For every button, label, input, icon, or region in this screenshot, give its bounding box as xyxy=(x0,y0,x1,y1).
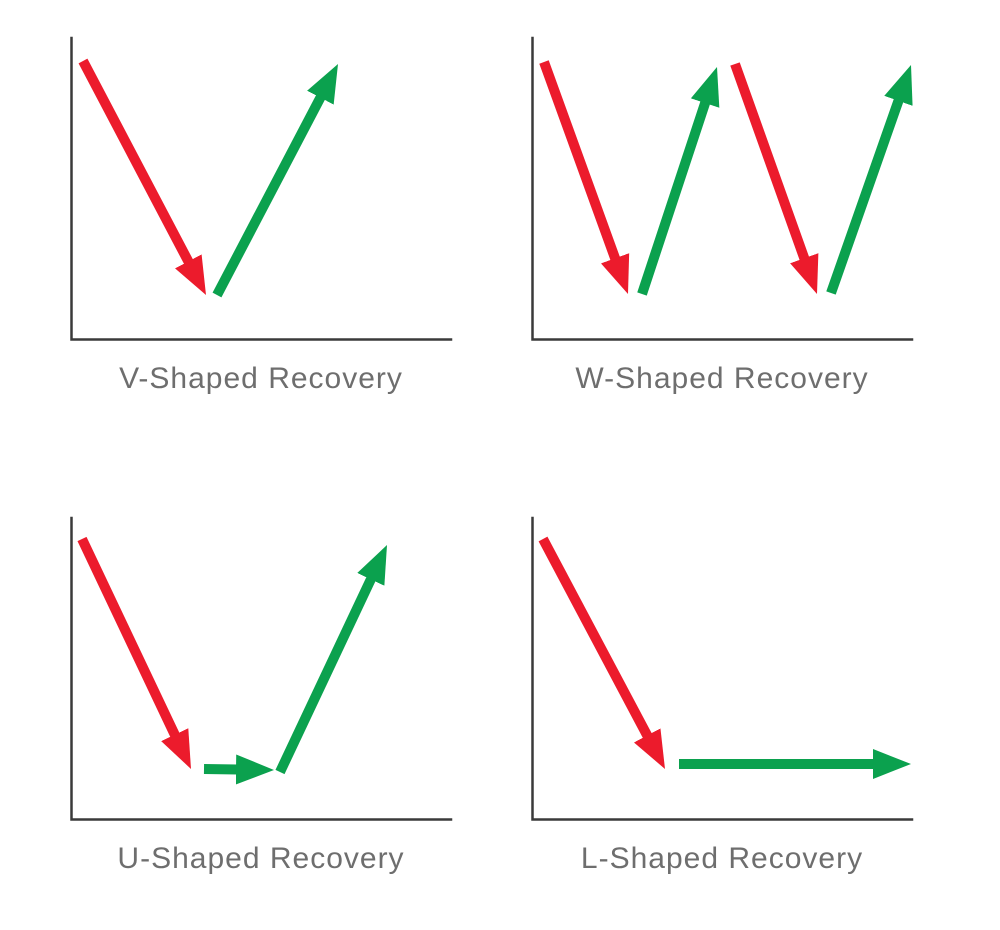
panel-label: W-Shaped Recovery xyxy=(575,362,869,395)
axes xyxy=(531,36,914,341)
decline-arrow xyxy=(538,536,665,769)
v-shaped-plot xyxy=(70,36,453,341)
axes xyxy=(531,516,914,821)
axes xyxy=(70,516,453,821)
panel-label: L-Shaped Recovery xyxy=(580,842,864,875)
axes xyxy=(70,36,453,341)
decline-arrow xyxy=(77,536,191,770)
panel-v-shaped: V-Shaped Recovery xyxy=(70,36,453,396)
recovery-arrow xyxy=(637,67,720,296)
panel-l-shaped: L-Shaped Recovery xyxy=(531,516,914,876)
recovery-arrow xyxy=(212,64,338,298)
recovery-arrow xyxy=(203,754,274,785)
decline-arrow xyxy=(539,60,630,295)
recovery-arrow xyxy=(275,544,387,775)
recovery-arrow xyxy=(826,65,913,295)
decline-arrow xyxy=(730,62,819,294)
decline-arrow xyxy=(78,58,207,295)
l-shaped-plot xyxy=(531,516,914,821)
panel-label: V-Shaped Recovery xyxy=(119,362,403,395)
panel-label: U-Shaped Recovery xyxy=(117,842,405,875)
u-shaped-plot xyxy=(70,516,453,821)
w-shaped-plot xyxy=(531,36,914,341)
panel-w-shaped: W-Shaped Recovery xyxy=(531,36,914,396)
panel-u-shaped: U-Shaped Recovery xyxy=(70,516,453,876)
